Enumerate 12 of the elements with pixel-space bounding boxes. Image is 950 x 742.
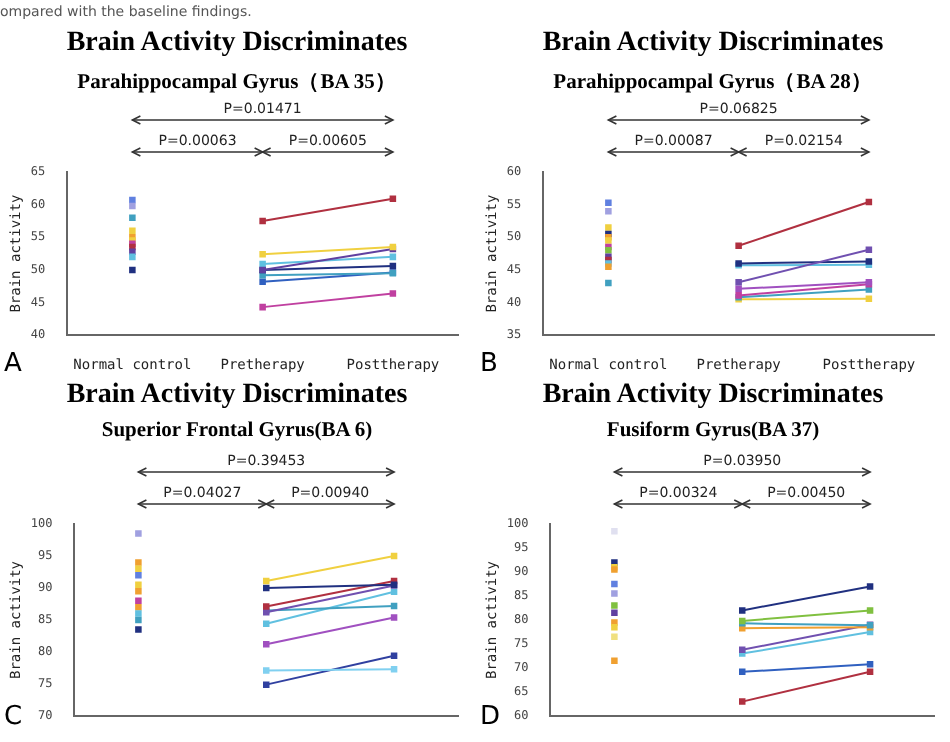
text: A (4, 349, 22, 380)
chart-subtitle: Parahippocampal Gyrus（BA 28） (551, 70, 875, 98)
chart-title: Brain Activity Discriminates (540, 28, 886, 62)
chart-title: Brain Activity Discriminates (64, 28, 410, 62)
chart-subtitle: Superior Frontal Gyrus(BA 6) (99, 420, 375, 446)
text: B (480, 349, 498, 380)
chart-subtitle: Parahippocampal Gyrus（BA 35） (75, 70, 399, 98)
chart-title: Brain Activity Discriminates (540, 380, 886, 414)
chart-title: Brain Activity Discriminates (64, 380, 410, 414)
text: D (480, 702, 501, 732)
text: C (4, 702, 23, 732)
chart-subtitle: Fusiform Gyrus(BA 37) (604, 420, 822, 446)
